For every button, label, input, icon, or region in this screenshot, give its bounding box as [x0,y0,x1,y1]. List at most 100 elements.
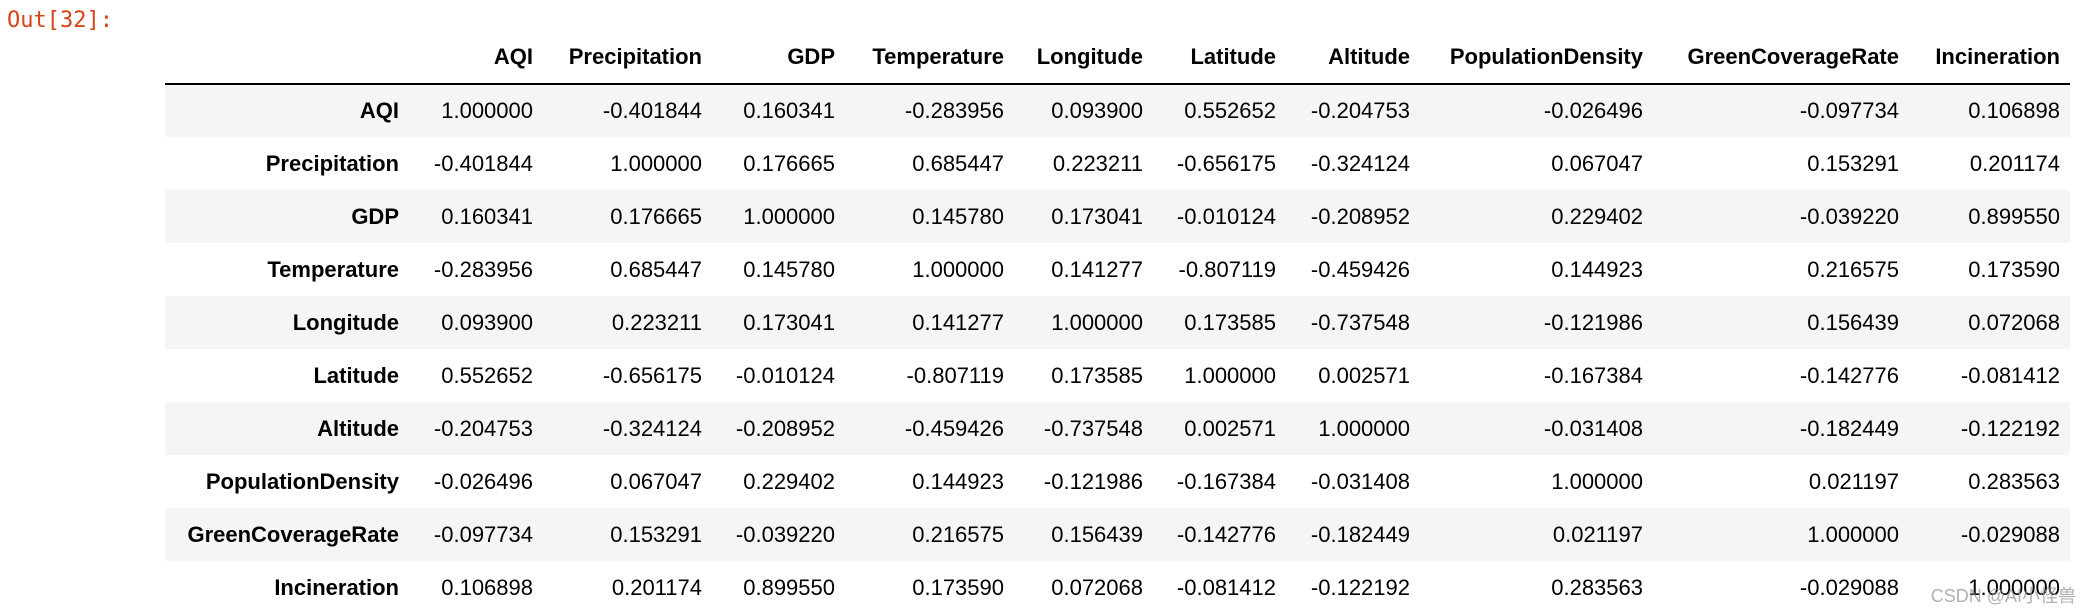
cell: -0.010124 [1176,203,1276,229]
cell: 0.176665 [743,150,835,176]
row-header: GDP [351,203,399,229]
cell: 0.144923 [1551,256,1643,282]
cell: 0.229402 [743,468,835,494]
cell: 1.000000 [1184,362,1276,388]
row-header: Longitude [292,309,399,335]
cell: 0.899550 [1968,203,2060,229]
cell: 0.156439 [1051,521,1143,547]
column-header: GDP [712,30,845,85]
cell: -0.029088 [1960,521,2060,547]
cell: 0.067047 [1551,150,1643,176]
cell: 0.021197 [1808,468,1899,494]
cell: 0.160341 [441,203,533,229]
cell: 0.156439 [1807,309,1899,335]
cell: 0.173590 [1968,256,2060,282]
cell: 0.072068 [1968,309,2060,335]
cell: -0.656175 [1176,150,1276,176]
cell: 0.145780 [743,256,835,282]
cell: 0.899550 [743,574,835,600]
column-header: AQI [409,30,543,85]
cell: 0.106898 [1968,98,2060,123]
table-row: GDP 0.160341 0.176665 1.000000 0.145780 0.173… [165,190,2070,243]
cell: -0.031408 [1543,415,1643,441]
cell: 0.153291 [1807,150,1899,176]
cell: 0.223211 [611,309,702,335]
row-header: PopulationDensity [205,468,399,494]
row-header: Incineration [274,574,399,600]
cell: -0.081412 [1960,362,2060,388]
cell: 0.093900 [1051,98,1143,123]
cell: 1.000000 [1051,309,1143,335]
watermark: CSDN @AI小怪兽 [1930,586,2076,606]
table-row: Incineration 0.106898 0.201174 0.899550 0.17… [165,561,2070,614]
table-row: Altitude -0.204753 -0.324124 -0.208952 -0.45… [165,402,2070,455]
cell: 0.153291 [610,521,702,547]
cell: -0.167384 [1543,362,1643,388]
cell: 1.000000 [610,150,702,176]
dataframe: AQI Precipitation GDP Temperature Longitude L… [165,30,2070,614]
cell: 0.145780 [912,203,1004,229]
cell: 0.141277 [1051,256,1143,282]
cell: -0.401844 [602,98,702,123]
cell: 1.000000 [441,98,533,123]
cell: 1.000000 [912,256,1004,282]
cell: 1.000000 [1807,521,1899,547]
table-row: AQI 1.000000 -0.401844 0.160341 -0.283956 0.0… [165,84,2070,137]
column-header: Altitude [1286,30,1420,85]
column-header: PopulationDensity [1420,30,1653,85]
cell: -0.097734 [433,521,533,547]
cell: 0.173585 [1184,309,1276,335]
cell: -0.029088 [1799,574,1899,600]
table-row: PopulationDensity -0.026496 0.067047 0.2294… [165,455,2070,508]
cell: -0.459426 [1310,256,1410,282]
cell: -0.283956 [904,98,1004,123]
cell: -0.459426 [904,415,1004,441]
cell: 0.201174 [611,574,702,600]
cell: -0.656175 [602,362,702,388]
cell: 0.201174 [1969,150,2060,176]
column-header: GreenCoverageRate [1653,30,1909,85]
table-row: Longitude 0.093900 0.223211 0.173041 0.14127… [165,296,2070,349]
cell: 0.141277 [912,309,1004,335]
cell: -0.039220 [735,521,835,547]
cell: -0.026496 [1543,98,1643,123]
table-row: Precipitation -0.401844 1.000000 0.176665 0.… [165,137,2070,190]
cell: 0.685447 [912,150,1004,176]
row-header: GreenCoverageRate [187,521,399,547]
table-row: Latitude 0.552652 -0.656175 -0.010124 -0.807… [165,349,2070,402]
row-header: Altitude [317,415,399,441]
cell: -0.142776 [1176,521,1276,547]
column-header: Precipitation [543,30,712,85]
cell: 0.144923 [912,468,1004,494]
cell: 0.002571 [1318,362,1410,388]
table-row: Temperature -0.283956 0.685447 0.145780 1.00… [165,243,2070,296]
cell: -0.283956 [433,256,533,282]
cell: -0.167384 [1176,468,1276,494]
cell: 0.021197 [1552,521,1643,547]
cell: -0.039220 [1799,203,1899,229]
cell: -0.121986 [1543,309,1643,335]
column-header: Latitude [1153,30,1286,85]
cell: 0.685447 [610,256,702,282]
cell: 1.000000 [1551,468,1643,494]
cell: -0.142776 [1799,362,1899,388]
cell: 1.000000 [1318,415,1410,441]
cell: 0.072068 [1051,574,1143,600]
cell: 0.229402 [1551,203,1643,229]
column-header: Longitude [1014,30,1153,85]
cell: -0.324124 [1310,150,1410,176]
cell: 0.173041 [743,309,835,335]
cell: -0.122192 [1960,415,2060,441]
cell: -0.026496 [433,468,533,494]
cell: -0.182449 [1310,521,1410,547]
cell: 0.173590 [912,574,1004,600]
cell: 0.552652 [1184,98,1276,123]
cell: -0.010124 [735,362,835,388]
column-header: Incineration [1909,30,2070,85]
cell: -0.401844 [433,150,533,176]
cell: 0.283563 [1551,574,1643,600]
row-header: AQI [359,98,399,123]
cell: 0.216575 [912,521,1004,547]
table-row: GreenCoverageRate -0.097734 0.153291 -0.039… [165,508,2070,561]
cell: 0.176665 [610,203,702,229]
